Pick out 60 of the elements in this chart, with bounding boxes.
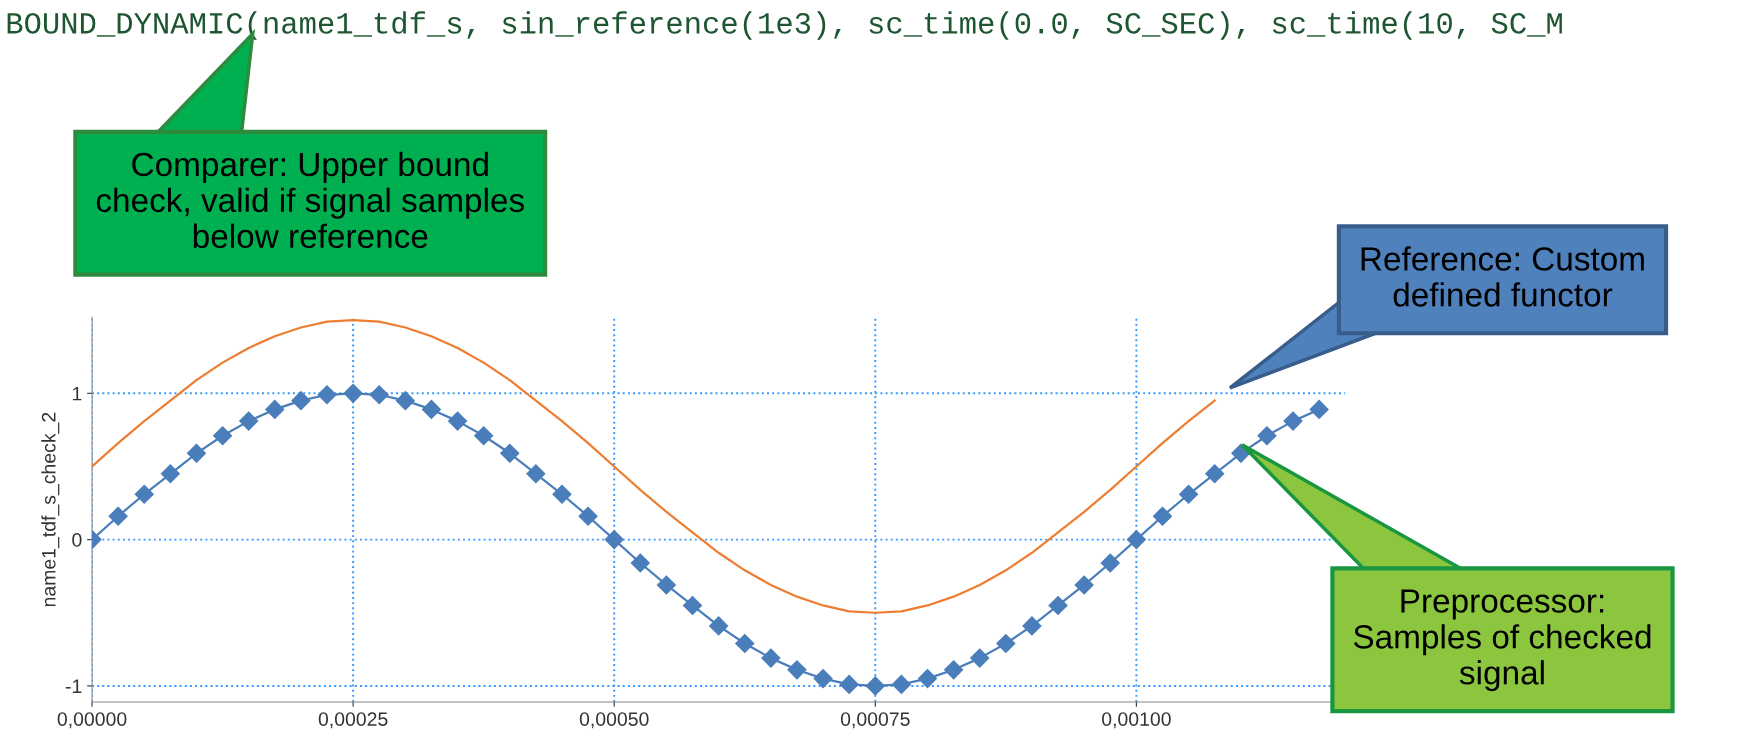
point xyxy=(656,575,676,595)
point xyxy=(735,633,755,654)
point xyxy=(134,484,154,504)
point xyxy=(578,506,598,526)
point xyxy=(160,464,180,484)
x-tick-label: 0,00050 xyxy=(579,712,649,729)
text: BOUND_DYNAMIC(name1_tdf_s, sin_reference(1e3), sc_time(0.0, SC_SEC), sc_time(10, SC_M xyxy=(7,11,1562,40)
point xyxy=(891,674,911,694)
point xyxy=(1283,411,1303,431)
line-series xyxy=(92,319,1216,614)
point xyxy=(709,616,729,636)
point xyxy=(500,443,520,463)
point xyxy=(1179,484,1199,504)
x-tick-label: 0,00000 xyxy=(57,712,127,729)
point xyxy=(291,391,311,411)
point xyxy=(630,553,650,573)
x-tick-label: 0,00075 xyxy=(840,712,910,729)
point xyxy=(1205,464,1225,484)
y-tick-label: -1 xyxy=(65,679,82,693)
point xyxy=(1257,426,1277,446)
point xyxy=(474,426,494,446)
point xyxy=(1022,616,1042,636)
point xyxy=(813,669,833,689)
y-axis-title: name1_tdf_s_check_2 xyxy=(41,412,60,607)
point xyxy=(421,399,441,419)
point xyxy=(448,411,468,431)
x-tick-label: 0,00025 xyxy=(318,712,388,729)
y-tick-label: 1 xyxy=(72,386,82,401)
point xyxy=(395,391,415,411)
point xyxy=(552,484,572,504)
point xyxy=(317,385,337,405)
point xyxy=(944,660,964,680)
point xyxy=(682,595,703,615)
text: Preprocessor: Samples of checked signal xyxy=(1353,589,1651,692)
point xyxy=(1152,506,1173,526)
point xyxy=(1309,399,1329,419)
point xyxy=(343,383,363,403)
text: Comparer: Upper bound check, valid if signal samples below reference xyxy=(96,151,524,249)
point xyxy=(839,674,859,694)
text: Reference: Custom defined functor xyxy=(1361,246,1644,307)
point xyxy=(1074,575,1094,595)
point xyxy=(1048,595,1068,615)
point xyxy=(761,648,781,668)
point xyxy=(604,530,624,550)
point xyxy=(239,411,259,431)
point xyxy=(265,399,285,419)
point xyxy=(526,464,546,484)
x-tick-label: 0,00100 xyxy=(1102,712,1171,729)
point xyxy=(787,660,807,680)
point xyxy=(917,669,938,689)
y-tick-label: 0 xyxy=(72,533,82,547)
point xyxy=(970,648,990,668)
point xyxy=(996,633,1016,654)
point xyxy=(186,443,206,463)
point xyxy=(213,426,233,446)
point xyxy=(1126,530,1146,550)
point xyxy=(369,385,389,405)
point xyxy=(108,506,128,526)
point xyxy=(865,676,885,696)
point xyxy=(1100,553,1120,573)
